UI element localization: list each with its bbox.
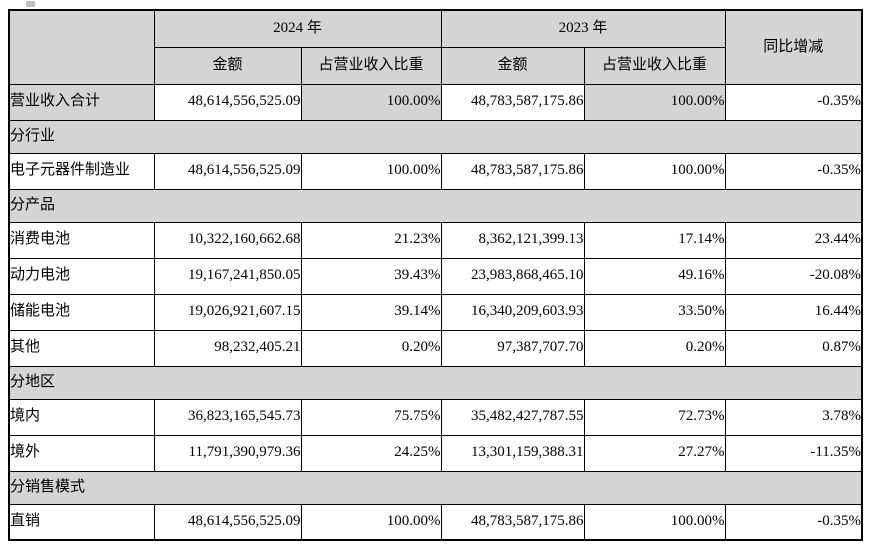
yoy-cell: 3.78% bbox=[724, 398, 863, 436]
yoy-cell: -0.35% bbox=[724, 152, 863, 190]
ratio-2024-cell: 21.23% bbox=[300, 221, 442, 259]
amount-2023-cell: 97,387,707.70 bbox=[440, 329, 585, 367]
ratio-2024-cell: 39.43% bbox=[300, 257, 442, 295]
row-label: 境外 bbox=[8, 434, 155, 472]
section-label: 分销售模式 bbox=[8, 470, 863, 505]
year-2024-header: 2024 年 bbox=[153, 9, 442, 48]
amount-2024-cell: 11,791,390,979.36 bbox=[153, 434, 302, 472]
ratio-2023-cell: 100.00% bbox=[583, 83, 726, 121]
table-row-total-revenue: 营业收入合计 48,614,556,525.09 100.00% 48,783,… bbox=[8, 83, 863, 121]
yoy-cell: 16.44% bbox=[724, 293, 863, 331]
amount-2023-cell: 23,983,868,465.10 bbox=[440, 257, 585, 295]
ratio-2023-header: 占营业收入比重 bbox=[583, 46, 726, 85]
amount-2024-cell: 36,823,165,545.73 bbox=[153, 398, 302, 436]
yoy-cell: 23.44% bbox=[724, 221, 863, 259]
row-label: 储能电池 bbox=[8, 293, 155, 331]
header-row-years: 2024 年 2023 年 同比增减 bbox=[8, 9, 863, 85]
section-row-by-sales-model: 分销售模式 bbox=[8, 470, 863, 505]
ratio-2023-cell: 49.16% bbox=[583, 257, 726, 295]
table-row-energy-storage-battery: 储能电池 19,026,921,607.15 39.14% 16,340,209… bbox=[8, 293, 863, 331]
section-label: 分产品 bbox=[8, 188, 863, 223]
table-row-other: 其他 98,232,405.21 0.20% 97,387,707.70 0.2… bbox=[8, 329, 863, 367]
amount-2024-cell: 48,614,556,525.09 bbox=[153, 83, 302, 121]
ratio-2023-cell: 33.50% bbox=[583, 293, 726, 331]
table-row-direct-sales: 直销 48,614,556,525.09 100.00% 48,783,587,… bbox=[8, 503, 863, 541]
yoy-cell: -11.35% bbox=[724, 434, 863, 472]
amount-2023-cell: 48,783,587,175.86 bbox=[440, 83, 585, 121]
amount-2023-cell: 48,783,587,175.86 bbox=[440, 152, 585, 190]
ratio-2024-cell: 100.00% bbox=[300, 83, 442, 121]
ratio-2023-cell: 0.20% bbox=[583, 329, 726, 367]
amount-2023-header: 金额 bbox=[440, 46, 585, 85]
row-label: 直销 bbox=[8, 503, 155, 541]
section-row-by-industry: 分行业 bbox=[8, 119, 863, 154]
amount-2024-cell: 48,614,556,525.09 bbox=[153, 503, 302, 541]
row-label: 营业收入合计 bbox=[8, 83, 155, 121]
revenue-breakdown-table: 2024 年 2023 年 同比增减 金额 占营业收入比重 金额 占营业收入比重… bbox=[8, 9, 864, 541]
table-row-power-battery: 动力电池 19,167,241,850.05 39.43% 23,983,868… bbox=[8, 257, 863, 295]
row-label: 电子元器件制造业 bbox=[8, 152, 155, 190]
ratio-2024-cell: 100.00% bbox=[300, 503, 442, 541]
row-label: 动力电池 bbox=[8, 257, 155, 295]
ratio-2024-cell: 75.75% bbox=[300, 398, 442, 436]
cropped-text-fragment bbox=[26, 1, 35, 7]
ratio-2024-header: 占营业收入比重 bbox=[300, 46, 442, 85]
section-row-by-region: 分地区 bbox=[8, 365, 863, 400]
amount-2023-cell: 13,301,159,388.31 bbox=[440, 434, 585, 472]
ratio-2024-cell: 0.20% bbox=[300, 329, 442, 367]
ratio-2024-cell: 100.00% bbox=[300, 152, 442, 190]
ratio-2023-cell: 27.27% bbox=[583, 434, 726, 472]
amount-2024-cell: 10,322,160,662.68 bbox=[153, 221, 302, 259]
table-row-domestic: 境内 36,823,165,545.73 75.75% 35,482,427,7… bbox=[8, 398, 863, 436]
row-label: 消费电池 bbox=[8, 221, 155, 259]
section-label: 分地区 bbox=[8, 365, 863, 400]
section-row-by-product: 分产品 bbox=[8, 188, 863, 223]
ratio-2024-cell: 24.25% bbox=[300, 434, 442, 472]
ratio-2023-cell: 17.14% bbox=[583, 221, 726, 259]
yoy-cell: 0.87% bbox=[724, 329, 863, 367]
amount-2024-cell: 19,167,241,850.05 bbox=[153, 257, 302, 295]
corner-cell bbox=[8, 9, 155, 85]
ratio-2023-cell: 100.00% bbox=[583, 503, 726, 541]
ratio-2023-cell: 72.73% bbox=[583, 398, 726, 436]
amount-2024-cell: 98,232,405.21 bbox=[153, 329, 302, 367]
ratio-2023-cell: 100.00% bbox=[583, 152, 726, 190]
amount-2024-cell: 48,614,556,525.09 bbox=[153, 152, 302, 190]
year-2023-header: 2023 年 bbox=[440, 9, 726, 48]
section-label: 分行业 bbox=[8, 119, 863, 154]
row-label: 其他 bbox=[8, 329, 155, 367]
yoy-cell: -20.08% bbox=[724, 257, 863, 295]
table-row-electronic-components: 电子元器件制造业 48,614,556,525.09 100.00% 48,78… bbox=[8, 152, 863, 190]
amount-2023-cell: 35,482,427,787.55 bbox=[440, 398, 585, 436]
yoy-cell: -0.35% bbox=[724, 83, 863, 121]
amount-2023-cell: 16,340,209,603.93 bbox=[440, 293, 585, 331]
yoy-cell: -0.35% bbox=[724, 503, 863, 541]
table-row-overseas: 境外 11,791,390,979.36 24.25% 13,301,159,3… bbox=[8, 434, 863, 472]
amount-2024-cell: 19,026,921,607.15 bbox=[153, 293, 302, 331]
amount-2024-header: 金额 bbox=[153, 46, 302, 85]
row-label: 境内 bbox=[8, 398, 155, 436]
amount-2023-cell: 8,362,121,399.13 bbox=[440, 221, 585, 259]
header-row-subcolumns: 金额 占营业收入比重 金额 占营业收入比重 bbox=[9, 46, 862, 85]
yoy-header: 同比增减 bbox=[724, 9, 863, 85]
ratio-2024-cell: 39.14% bbox=[300, 293, 442, 331]
amount-2023-cell: 48,783,587,175.86 bbox=[440, 503, 585, 541]
table-row-consumer-battery: 消费电池 10,322,160,662.68 21.23% 8,362,121,… bbox=[8, 221, 863, 259]
